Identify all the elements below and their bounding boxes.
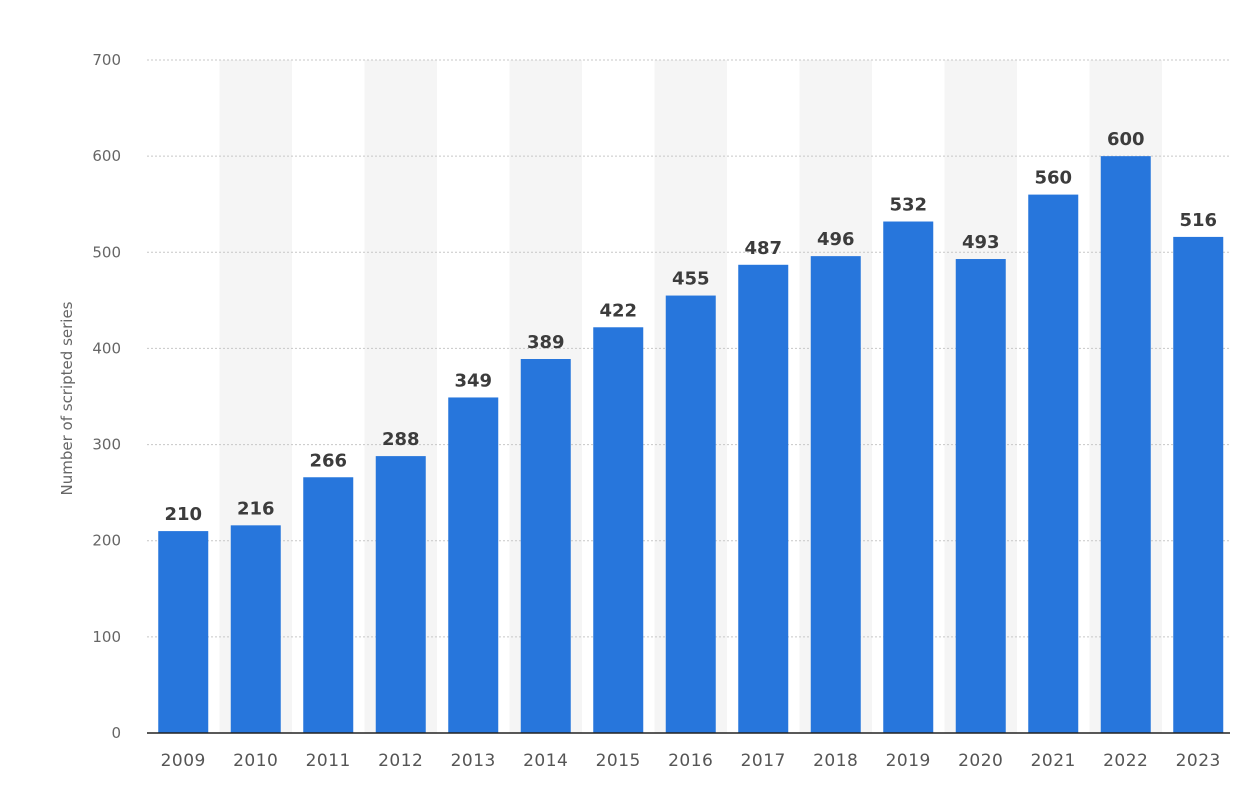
x-tick-label: 2010 — [233, 751, 278, 771]
x-tick-label: 2017 — [741, 751, 786, 771]
y-tick-label: 0 — [111, 724, 121, 742]
x-tick-label: 2018 — [813, 751, 858, 771]
bar — [955, 259, 1006, 733]
x-tick-label: 2021 — [1031, 751, 1076, 771]
bar — [1173, 236, 1224, 733]
y-axis-label: Number of scripted series — [58, 301, 76, 495]
bar — [738, 264, 789, 733]
x-tick-label: 2013 — [451, 751, 496, 771]
data-label: 487 — [744, 238, 782, 259]
bar — [448, 397, 499, 733]
x-tick-label: 2016 — [668, 751, 713, 771]
data-label: 496 — [817, 229, 855, 250]
data-label: 516 — [1179, 210, 1217, 231]
y-tick-label: 300 — [92, 436, 121, 454]
data-label: 493 — [962, 232, 1000, 253]
y-tick-label: 500 — [92, 243, 121, 261]
bar — [1100, 156, 1151, 734]
bars — [158, 156, 1224, 734]
data-label: 455 — [672, 269, 710, 290]
x-tick-label: 2014 — [523, 751, 568, 771]
y-tick-label: 100 — [92, 628, 121, 646]
x-tick-label: 2009 — [161, 751, 206, 771]
x-tick-label: 2022 — [1103, 751, 1148, 771]
data-label: 216 — [237, 498, 275, 519]
bar — [303, 477, 354, 733]
x-axis-ticks: 2009 2010 2011 2012 2013 2014 2015 2016 2017 2018… — [161, 751, 1221, 771]
data-label: 266 — [309, 450, 347, 471]
y-axis-ticks: 0 100 200 300 400 500 600 700 — [92, 51, 121, 742]
data-label: 210 — [164, 504, 202, 525]
x-tick-label: 2020 — [958, 751, 1003, 771]
y-tick-label: 400 — [92, 339, 121, 357]
x-tick-label: 2012 — [378, 751, 423, 771]
x-tick-label: 2019 — [886, 751, 931, 771]
bar — [375, 456, 426, 733]
data-label: 532 — [889, 195, 927, 216]
bar — [230, 525, 281, 733]
bar — [883, 221, 934, 733]
data-label: 600 — [1107, 129, 1145, 150]
bar — [810, 256, 861, 733]
bar — [520, 359, 571, 733]
data-label: 422 — [599, 300, 637, 321]
data-label: 288 — [382, 429, 420, 450]
bar — [593, 327, 644, 733]
bar — [158, 531, 209, 733]
data-label: 389 — [527, 332, 565, 353]
data-label: 560 — [1034, 168, 1072, 189]
x-tick-label: 2023 — [1176, 751, 1221, 771]
y-tick-label: 600 — [92, 147, 121, 165]
bar — [665, 295, 716, 733]
data-label: 349 — [454, 370, 492, 391]
x-tick-label: 2015 — [596, 751, 641, 771]
data-labels: 210 216 266 288 349 389 422 455 487 496 532 493 560 6… — [164, 129, 1217, 525]
x-tick-label: 2011 — [306, 751, 351, 771]
y-tick-label: 200 — [92, 532, 121, 550]
bar — [1028, 194, 1079, 734]
y-tick-label: 700 — [92, 51, 121, 69]
